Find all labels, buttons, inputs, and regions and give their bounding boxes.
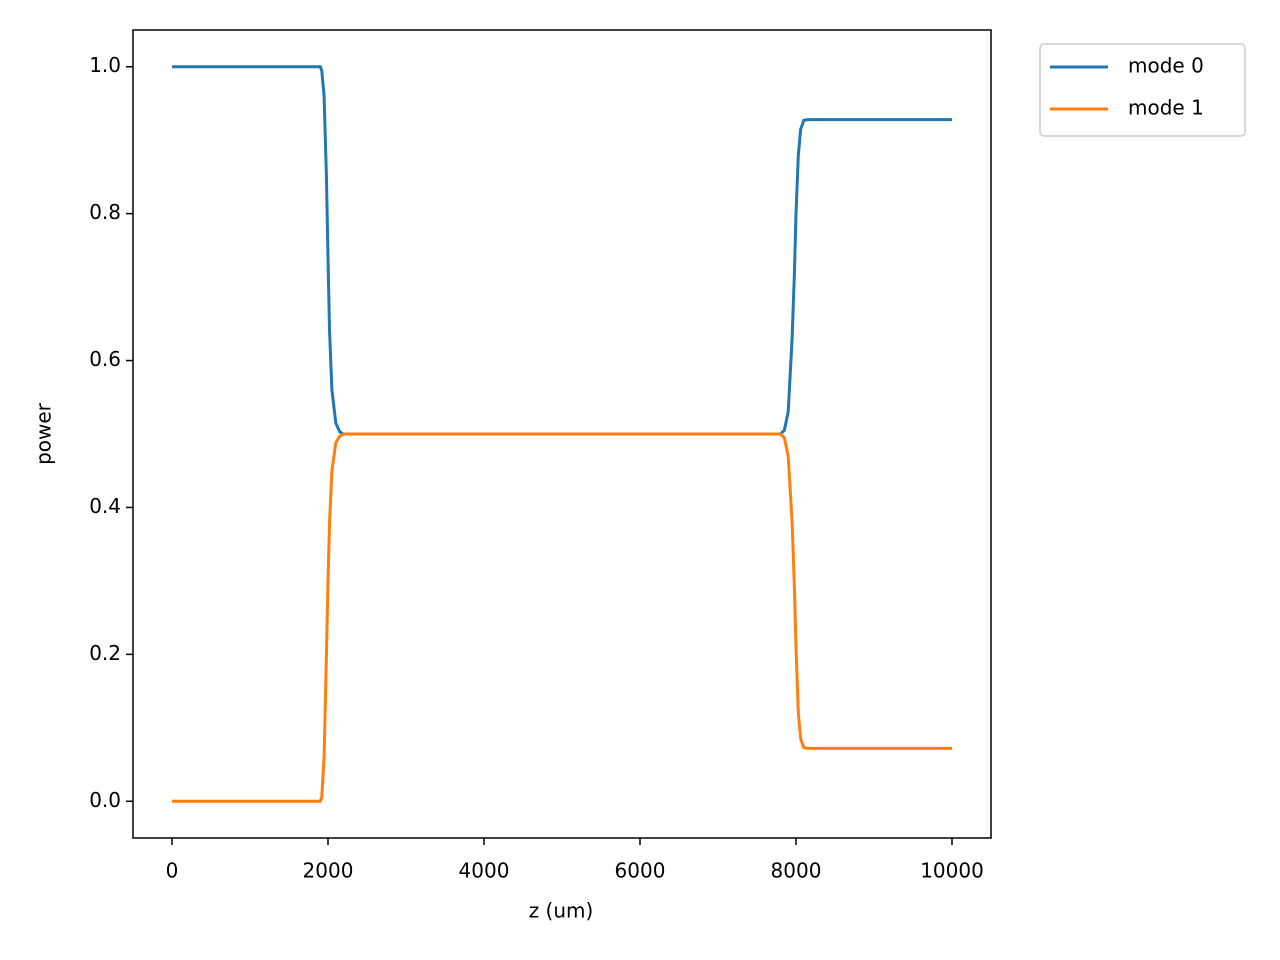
y-tick-label: 1.0	[89, 53, 121, 77]
plot-frame	[132, 29, 992, 839]
x-tick-label: 8000	[771, 859, 822, 883]
line-series	[172, 65, 952, 436]
y-tick-label: 0.6	[89, 347, 121, 371]
legend-label: mode 0	[1128, 54, 1204, 78]
line-series	[172, 432, 952, 803]
x-tick-label: 2000	[303, 859, 354, 883]
y-tick-label: 0.0	[89, 788, 121, 812]
legend: mode 0 mode 1	[1039, 43, 1246, 137]
x-tick-label: 10000	[920, 859, 984, 883]
x-tick-label: 0	[166, 859, 179, 883]
y-tick-label: 0.4	[89, 494, 121, 518]
legend-label: mode 1	[1128, 96, 1204, 120]
x-tick-label: 6000	[615, 859, 666, 883]
y-tick-label: 0.8	[89, 200, 121, 224]
x-tick-label: 4000	[459, 859, 510, 883]
y-tick-label: 0.2	[89, 641, 121, 665]
y-axis-label: power	[32, 402, 56, 465]
x-axis-label: z (um)	[529, 899, 594, 923]
